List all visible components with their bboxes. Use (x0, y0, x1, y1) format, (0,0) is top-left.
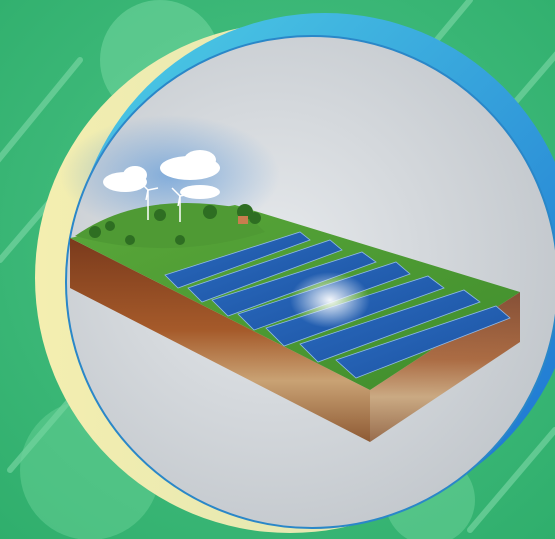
clouds (103, 150, 220, 199)
hill (75, 202, 265, 249)
block-side (370, 292, 520, 442)
sun-glare (290, 272, 370, 328)
trees (89, 204, 261, 245)
house (238, 216, 248, 224)
block-front (70, 238, 370, 442)
wind-turbines (139, 181, 191, 222)
